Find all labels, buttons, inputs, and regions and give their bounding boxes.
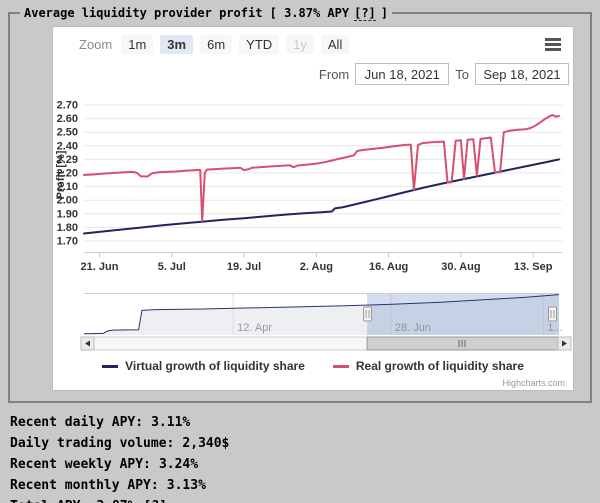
y-tick-label: 2.50 bbox=[57, 127, 78, 139]
series-virtual-line[interactable] bbox=[83, 158, 560, 235]
y-axis-title: Profit [%] bbox=[55, 150, 67, 199]
profit-panel: Average liquidity provider profit [ 3.87… bbox=[8, 6, 592, 403]
scrollbar-thumb[interactable] bbox=[366, 336, 559, 351]
navigator-tick-label: 1... bbox=[547, 322, 562, 334]
range-button-ytd[interactable]: YTD bbox=[239, 35, 280, 54]
legend-label: Real growth of liquidity share bbox=[355, 359, 524, 373]
panel-title-text: Average liquidity provider profit [ 3.87… bbox=[24, 6, 350, 20]
x-tick-label: 5. Jul bbox=[158, 261, 186, 273]
navigator-area bbox=[84, 294, 559, 335]
stat-value: 3.13% bbox=[166, 478, 206, 493]
chart-container: Zoom 1m 3m 6m YTD 1y All From To 2.702.60 2.50… bbox=[52, 26, 574, 391]
stat-line-total: Total APY: 3.87% [?] bbox=[10, 499, 592, 503]
scrollbar-left-button[interactable] bbox=[80, 336, 95, 351]
x-tick-label: 30. Aug bbox=[441, 261, 480, 273]
stat-value: 3.24% bbox=[158, 457, 199, 472]
panel-title-bracket: ] bbox=[380, 6, 389, 20]
y-tick-label: 1.70 bbox=[57, 236, 78, 248]
x-tick-label: 19. Jul bbox=[227, 261, 261, 273]
y-tick-label: 2.60 bbox=[57, 113, 78, 125]
total-apy-value: 3.87% bbox=[96, 499, 135, 503]
total-apy-help-link[interactable]: [?] bbox=[143, 499, 167, 503]
context-menu-button[interactable] bbox=[545, 38, 561, 53]
x-tick-label: 21. Jun bbox=[81, 261, 119, 273]
legend-item-virtual[interactable]: Virtual growth of liquidity share bbox=[102, 359, 305, 373]
range-button-6m[interactable]: 6m bbox=[200, 35, 233, 54]
y-tick-label: 2.20 bbox=[57, 168, 78, 180]
navigator-selected-range[interactable] bbox=[367, 294, 559, 335]
range-button-all[interactable]: All bbox=[320, 35, 350, 54]
chart-legend: Virtual growth of liquidity share Real gr… bbox=[53, 359, 573, 373]
navigator-right-handle[interactable] bbox=[548, 306, 557, 322]
y-tick-label: 2.70 bbox=[57, 100, 78, 112]
navigator-series-line bbox=[83, 294, 560, 335]
series-real-line[interactable] bbox=[83, 114, 560, 222]
handle-grip-icon bbox=[548, 306, 557, 322]
chart-canvas[interactable]: 2.702.60 2.502.40 2.29 2.202.10 2.001.90 1.80… bbox=[53, 27, 573, 390]
from-date-input[interactable] bbox=[355, 63, 450, 85]
hamburger-menu-icon bbox=[545, 38, 561, 51]
total-apy-label: Total APY: bbox=[10, 499, 88, 503]
zoom-label: Zoom bbox=[79, 37, 113, 52]
to-label: To bbox=[455, 66, 469, 82]
navigator-left-handle[interactable] bbox=[363, 306, 373, 322]
y-tick-label: 1.80 bbox=[57, 222, 78, 234]
zoom-buttons: 1m 3m 6m YTD 1y All bbox=[121, 35, 350, 54]
range-selector: Zoom 1m 3m 6m YTD 1y All bbox=[79, 35, 350, 54]
stat-label: Recent weekly APY: bbox=[10, 457, 151, 472]
range-button-1y: 1y bbox=[286, 35, 314, 54]
right-arrow-icon bbox=[562, 340, 567, 347]
stat-line-2: Recent weekly APY: 3.24% bbox=[10, 457, 592, 472]
legend-line-icon bbox=[332, 364, 349, 368]
x-tick-label: 16. Aug bbox=[369, 261, 408, 273]
stats-block: Recent daily APY: 3.11% Daily trading volu… bbox=[10, 415, 592, 503]
navigator-tick-label: 28. Jun bbox=[395, 322, 431, 334]
x-tick-label: 2. Aug bbox=[300, 261, 333, 273]
stat-label: Recent daily APY: bbox=[10, 415, 144, 430]
y-tick-label: 2.40 bbox=[57, 140, 78, 152]
to-date-input[interactable] bbox=[475, 63, 569, 85]
stat-line-3: Recent monthly APY: 3.13% bbox=[10, 478, 592, 493]
stat-lines: Recent daily APY: 3.11% Daily trading volu… bbox=[10, 415, 592, 493]
scrollbar-right-button[interactable] bbox=[557, 336, 572, 351]
stat-label: Recent monthly APY: bbox=[10, 478, 159, 493]
y-tick-label: 2.29 bbox=[57, 154, 78, 166]
handle-grip-icon bbox=[363, 306, 373, 322]
y-tick-label: 2.00 bbox=[57, 195, 78, 207]
stat-line-1: Daily trading volume: 2,340$ bbox=[10, 436, 592, 451]
highcharts-credit: Highcharts.com bbox=[502, 378, 565, 388]
panel-title: Average liquidity provider profit [ 3.87… bbox=[20, 6, 392, 21]
range-button-1m[interactable]: 1m bbox=[121, 35, 154, 54]
navigator-tick-label: 12. Apr bbox=[237, 322, 272, 334]
x-tick-label: 13. Sep bbox=[514, 261, 553, 273]
y-tick-label: 2.10 bbox=[57, 181, 78, 193]
y-tick-label: 1.90 bbox=[57, 208, 78, 220]
stat-value: 2,340$ bbox=[182, 436, 230, 451]
legend-item-real[interactable]: Real growth of liquidity share bbox=[332, 359, 524, 373]
plot-area[interactable] bbox=[84, 97, 562, 253]
date-range-controls: From To bbox=[319, 63, 569, 85]
legend-label: Virtual growth of liquidity share bbox=[125, 359, 305, 373]
panel-help-link[interactable]: [?] bbox=[354, 6, 376, 21]
stat-label: Daily trading volume: bbox=[10, 436, 175, 451]
range-button-3m[interactable]: 3m bbox=[160, 35, 194, 54]
legend-line-icon bbox=[102, 364, 119, 368]
stat-line-0: Recent daily APY: 3.11% bbox=[10, 415, 592, 430]
left-arrow-icon bbox=[85, 340, 90, 347]
stat-value: 3.11% bbox=[151, 415, 191, 430]
from-label: From bbox=[318, 66, 350, 82]
